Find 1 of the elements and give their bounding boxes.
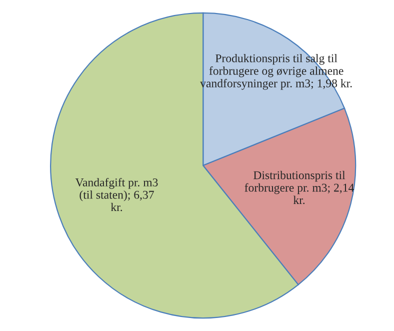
slice-label: Vandafgift pr. m3 (til staten); 6,37 kr.	[75, 178, 158, 212]
